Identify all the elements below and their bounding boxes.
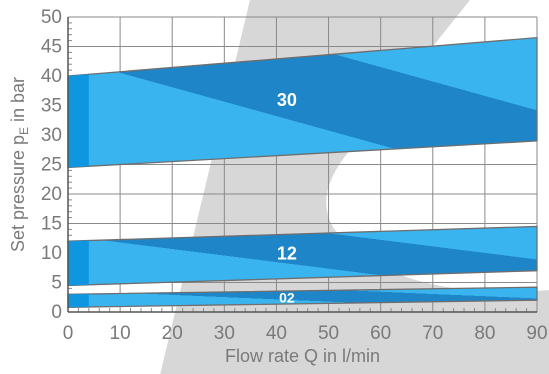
y-tick-label: 40	[41, 66, 62, 87]
y-tick-label: 45	[41, 37, 62, 58]
y-axis-title: Set pressure pE in bar	[8, 77, 31, 252]
y-axis-title-subscript: E	[17, 127, 31, 135]
band-edge-30	[68, 74, 89, 168]
y-tick-label: 30	[41, 125, 62, 146]
x-tick-label: 70	[422, 323, 443, 344]
y-tick-label: 35	[41, 96, 62, 117]
x-tick-label: 50	[318, 323, 339, 344]
x-tick-label: 30	[214, 323, 235, 344]
pressure-bands: 30 12 02	[67, 36, 538, 308]
x-tick-label: 0	[63, 323, 74, 344]
y-tick-labels: 0 5 10 15 20 25 30 35 40 45 50	[41, 7, 62, 323]
band-label-30: 30	[277, 90, 297, 110]
y-tick-label: 5	[51, 273, 62, 294]
band-30	[67, 36, 538, 169]
band-label-12: 12	[277, 243, 297, 263]
band-edge-12	[68, 240, 89, 286]
band-12	[67, 225, 538, 287]
y-tick-label: 10	[41, 243, 62, 264]
y-tick-label: 25	[41, 155, 62, 176]
x-tick-label: 40	[266, 323, 287, 344]
y-axis-title-tail: in bar	[8, 77, 28, 127]
band-label-02: 02	[279, 290, 295, 306]
x-tick-label: 60	[370, 323, 391, 344]
y-tick-label: 0	[51, 302, 62, 323]
x-tick-label: 80	[474, 323, 495, 344]
y-tick-label: 20	[41, 184, 62, 205]
y-tick-label: 50	[41, 7, 62, 28]
axes	[67, 17, 537, 313]
x-tick-label: 90	[526, 323, 547, 344]
y-tick-label: 15	[41, 214, 62, 235]
x-axis-title: Flow rate Q in l/min	[225, 346, 380, 366]
band-edge-02	[68, 293, 89, 308]
x-tick-label: 20	[162, 323, 183, 344]
x-tick-label: 10	[110, 323, 131, 344]
y-axis-title-main: Set pressure p	[8, 135, 28, 252]
x-tick-labels: 0 10 20 30 40 50 60 70 80 90	[63, 323, 548, 344]
